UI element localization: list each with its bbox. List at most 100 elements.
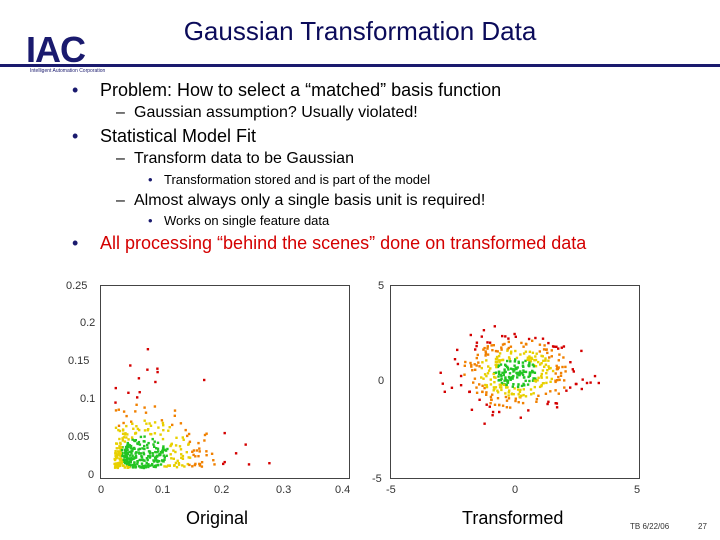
scatter-point xyxy=(121,429,125,432)
scatter-point xyxy=(166,464,170,467)
scatter-point xyxy=(161,451,164,454)
scatter-point xyxy=(483,373,487,376)
scatter-point xyxy=(545,381,548,385)
scatter-point xyxy=(244,443,247,446)
scatter-point xyxy=(503,368,506,371)
scatter-point xyxy=(531,339,534,342)
scatter-point xyxy=(126,433,129,436)
scatter-point xyxy=(153,445,156,448)
scatter-point xyxy=(133,456,136,459)
scatter-point xyxy=(534,365,538,368)
scatter-point xyxy=(545,348,548,351)
scatter-point xyxy=(545,372,548,375)
scatter-point xyxy=(119,459,122,462)
scatter-point xyxy=(530,356,533,359)
scatter-point xyxy=(125,436,128,439)
scatter-point xyxy=(536,379,539,382)
scatter-point xyxy=(554,380,557,384)
scatter-point xyxy=(493,381,496,384)
scatter-point xyxy=(514,358,517,361)
scatter-point xyxy=(125,455,129,458)
scatter-point xyxy=(526,356,530,359)
scatter-point xyxy=(143,440,146,443)
scatter-point xyxy=(159,433,162,436)
scatter-point xyxy=(527,375,530,379)
scatter-point xyxy=(535,400,538,403)
scatter-point xyxy=(114,463,117,466)
bullet-dot: • xyxy=(72,126,79,146)
scatter-point xyxy=(456,362,460,366)
scatter-point xyxy=(203,439,206,442)
scatter-point xyxy=(497,354,501,358)
scatter-point xyxy=(180,456,183,459)
scatter-point xyxy=(119,449,122,452)
scatter-point xyxy=(121,458,124,461)
scatter-point xyxy=(181,464,184,467)
scatter-point xyxy=(509,378,512,381)
scatter-point xyxy=(119,442,122,446)
scatter-point xyxy=(514,397,517,400)
scatter-point xyxy=(501,358,505,362)
scatter-point xyxy=(512,370,515,373)
scatter-point xyxy=(483,422,486,425)
scatter-point xyxy=(528,361,531,364)
y-tick: -5 xyxy=(372,473,382,485)
scatter-point xyxy=(441,382,444,385)
scatter-point xyxy=(140,456,144,459)
scatter-point xyxy=(147,441,150,445)
scatter-point xyxy=(138,391,141,394)
scatter-point xyxy=(120,448,124,452)
scatter-point xyxy=(185,451,188,454)
scatter-point xyxy=(195,449,199,452)
scatter-point xyxy=(521,373,525,377)
y-tick: 0 xyxy=(88,469,95,481)
scatter-point xyxy=(162,449,165,452)
scatter-point xyxy=(223,460,226,464)
scatter-point xyxy=(168,426,171,429)
scatter-point xyxy=(114,409,118,412)
scatter-point xyxy=(124,451,128,455)
scatter-point xyxy=(555,345,558,348)
scatter-point xyxy=(133,462,136,465)
scatter-point xyxy=(127,391,130,394)
bullet-dot: • xyxy=(148,172,153,187)
scatter-point xyxy=(516,376,519,379)
scatter-point xyxy=(482,377,485,380)
scatter-point xyxy=(546,351,549,355)
scatter-point xyxy=(123,433,127,436)
scatter-point xyxy=(532,365,536,368)
scatter-point xyxy=(514,367,517,370)
scatter-point xyxy=(475,386,478,389)
scatter-point xyxy=(540,376,543,379)
scatter-point xyxy=(537,360,540,364)
scatter-point xyxy=(480,335,483,338)
scatter-point xyxy=(526,383,530,386)
sub-sub-bullet-single-feature: Works on single feature data xyxy=(164,213,330,228)
scatter-point xyxy=(507,375,511,379)
scatter-point xyxy=(113,457,116,461)
scatter-point xyxy=(439,371,442,374)
scatter-point xyxy=(114,426,118,429)
scatter-point xyxy=(187,456,190,459)
scatter-point xyxy=(487,365,490,368)
scatter-point xyxy=(506,381,510,384)
scatter-point xyxy=(167,429,170,432)
scatter-point xyxy=(558,378,561,382)
scatter-point xyxy=(508,357,511,361)
scatter-point xyxy=(132,457,135,461)
scatter-point xyxy=(497,364,501,367)
scatter-point xyxy=(155,447,158,450)
scatter-point xyxy=(499,383,503,387)
scatter-point xyxy=(182,438,185,441)
scatter-point xyxy=(491,414,494,417)
scatter-point xyxy=(178,445,182,448)
scatter-point xyxy=(485,391,488,394)
scatter-point xyxy=(124,445,128,449)
scatter-point xyxy=(133,439,136,443)
scatter-point xyxy=(515,371,518,375)
scatter-point xyxy=(522,382,525,386)
scatter-point xyxy=(486,341,489,344)
scatter-point xyxy=(512,393,515,396)
scatter-point xyxy=(514,335,517,338)
scatter-point xyxy=(589,381,592,384)
